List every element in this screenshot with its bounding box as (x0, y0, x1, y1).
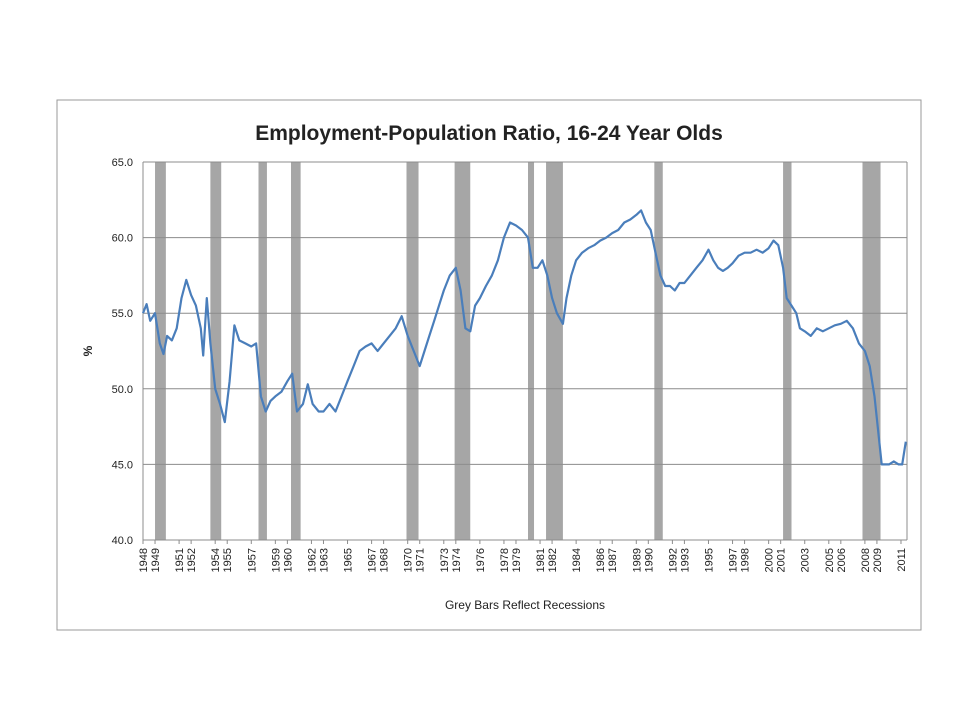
x-tick-label: 1951 (174, 548, 186, 572)
x-tick-label: 1984 (571, 548, 583, 572)
recession-bar (210, 162, 222, 540)
x-tick-label: 1986 (595, 548, 607, 572)
x-tick-label: 1973 (439, 548, 451, 572)
recession-bar (546, 162, 563, 540)
x-tick-label: 1995 (703, 548, 715, 572)
data-line (141, 209, 907, 466)
x-tick-label: 2001 (776, 548, 788, 572)
recession-bar (783, 162, 792, 540)
x-tick-label: 2006 (836, 548, 848, 572)
y-tick-label: 65.0 (112, 157, 133, 169)
recession-bar (528, 162, 535, 540)
recession-bar (155, 162, 166, 540)
x-tick-label: 1989 (631, 548, 643, 572)
x-tick-label: 1962 (306, 548, 318, 572)
x-tick-label: 1998 (740, 548, 752, 572)
x-tick-label: 1979 (511, 548, 523, 572)
x-tick-label: 2009 (872, 548, 884, 572)
x-tick-label: 1960 (282, 548, 294, 572)
x-tick-label: 1965 (343, 548, 355, 572)
x-tick-label: 1963 (318, 548, 330, 572)
x-tick-label: 1990 (643, 548, 655, 572)
y-tick-label: 40.0 (112, 535, 133, 547)
recession-bar (258, 162, 267, 540)
x-tick-label: 1993 (679, 548, 691, 572)
recession-bar (290, 162, 301, 540)
x-tick-label: 1997 (728, 548, 740, 572)
x-tick-label: 2003 (800, 548, 812, 572)
x-tick-label: 1955 (222, 548, 234, 572)
x-tick-label: 2005 (824, 548, 836, 572)
recession-bar (454, 162, 471, 540)
x-tick-label: 1978 (499, 548, 511, 572)
y-tick-label: 60.0 (112, 233, 133, 245)
y-axis-label: % (81, 345, 95, 356)
x-tick-label: 1982 (547, 548, 559, 572)
x-tick-label: 2011 (896, 548, 908, 572)
x-tick-label: 1967 (367, 548, 379, 572)
x-tick-label: 1957 (246, 548, 258, 572)
x-tick-label: 1949 (150, 548, 162, 572)
x-tick-label: 1974 (451, 548, 463, 572)
recession-bar (862, 162, 881, 540)
x-tick-label: 1959 (270, 548, 282, 572)
x-tick-label: 1968 (379, 548, 391, 572)
chart-title: Employment-Population Ratio, 16-24 Year … (255, 122, 723, 145)
recession-bar (406, 162, 419, 540)
y-tick-label: 55.0 (112, 308, 133, 320)
x-tick-label: 1981 (535, 548, 547, 572)
x-tick-label: 2000 (764, 548, 776, 572)
y-tick-label: 45.0 (112, 459, 133, 471)
chart-frame (56, 99, 922, 631)
x-tick-label: 1987 (607, 548, 619, 572)
x-tick-label: 1976 (475, 548, 487, 572)
x-tick-label: 1952 (186, 548, 198, 572)
y-tick-label: 50.0 (112, 384, 133, 396)
x-tick-label: 1954 (210, 548, 222, 572)
x-tick-label: 2008 (860, 548, 872, 572)
x-tick-label: 1970 (403, 548, 415, 572)
recession-bar (654, 162, 663, 540)
x-tick-label: 1971 (415, 548, 427, 572)
x-tick-label: 1992 (667, 548, 679, 572)
x-tick-label: 1948 (138, 548, 150, 572)
footnote: Grey Bars Reflect Recessions (445, 598, 605, 612)
